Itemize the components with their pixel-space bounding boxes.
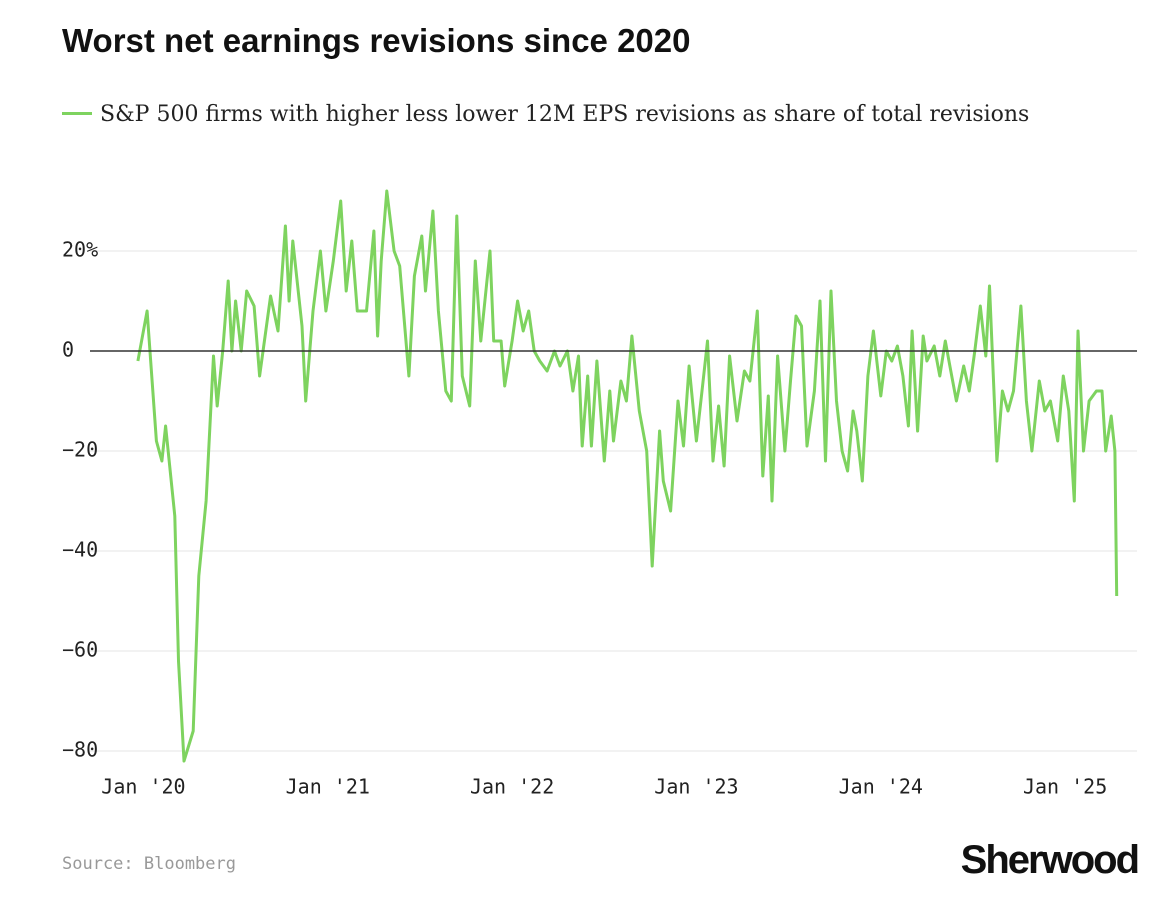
x-tick-label: Jan '24 (839, 775, 923, 799)
series-line (136, 189, 1119, 763)
brand-logo: Sherwood (960, 838, 1140, 882)
y-tick-label: 20% (62, 238, 98, 262)
y-tick-label: −60 (62, 638, 98, 662)
chart-title: Worst net earnings revisions since 2020 (62, 22, 691, 59)
y-tick-label: 0 (62, 338, 74, 362)
legend-label: S&P 500 firms with higher less lower 12M… (100, 102, 1030, 127)
x-tick-label: Jan '20 (101, 775, 185, 799)
x-tick-label: Jan '21 (286, 775, 370, 799)
y-tick-label: −40 (62, 538, 98, 562)
y-tick-label: −80 (62, 738, 98, 762)
y-tick-label: −20 (62, 438, 98, 462)
source: Source: Bloomberg (62, 854, 236, 874)
legend: S&P 500 firms with higher less lower 12M… (62, 94, 1062, 136)
x-tick-label: Jan '25 (1023, 775, 1107, 799)
legend-swatch (62, 111, 92, 115)
x-tick-label: Jan '23 (654, 775, 738, 799)
x-tick-label: Jan '22 (470, 775, 554, 799)
